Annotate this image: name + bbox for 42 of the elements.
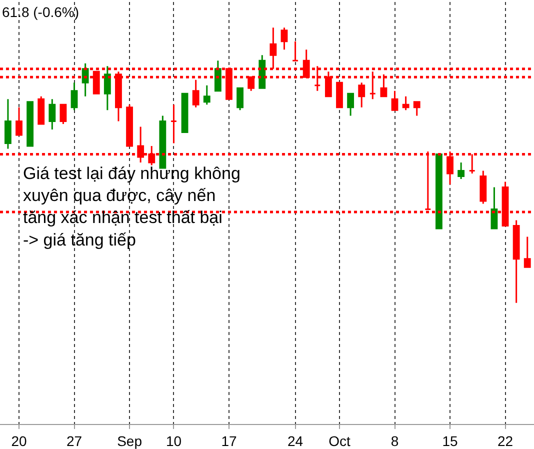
candlestick (70, 82, 78, 111)
candlestick (347, 92, 354, 116)
x-tick-label: 10 (166, 432, 182, 449)
candlestick (336, 82, 343, 108)
candlestick (490, 186, 498, 230)
candlestick (258, 54, 266, 89)
candlestick (126, 104, 133, 147)
x-tick-label: 27 (66, 432, 82, 449)
candlestick (214, 60, 222, 92)
candlestick (16, 106, 22, 136)
candlestick (170, 104, 178, 144)
candlestick (48, 98, 56, 130)
x-tick-label: Sep (117, 432, 142, 449)
x-tick-label: 17 (221, 432, 237, 449)
candlestick (4, 98, 12, 150)
candlestick (236, 87, 244, 111)
candlestick (192, 79, 200, 108)
annotation: Giá test lại đáy nhưng không xuyên qua được, cây nến tăng xác nhận test thất bại -> giá tăng tiếp (23, 164, 240, 250)
candlestick (358, 82, 366, 108)
candlestick (280, 26, 288, 50)
candlestick (292, 40, 299, 62)
candlestick (413, 101, 420, 116)
candlestick (512, 220, 520, 304)
candlestick (26, 101, 34, 147)
candlestick (203, 84, 210, 106)
candlestick (181, 92, 188, 133)
candlestick (402, 96, 410, 111)
candlestick (436, 153, 442, 230)
candlestick (480, 170, 487, 205)
x-tick-label: Oct (328, 432, 350, 449)
candlestick (524, 236, 531, 268)
x-tick-label: 8 (390, 432, 399, 449)
candlestick (391, 90, 398, 111)
x-tick-label: 22 (497, 432, 514, 449)
candlestick (38, 96, 45, 125)
candlestick (104, 65, 111, 111)
candlestick (458, 162, 465, 180)
text: 61.8 (-0.6%) (2, 4, 80, 20)
candlestick (60, 104, 67, 125)
x-tick-label: 20 (11, 432, 28, 449)
x-tick-label: 15 (442, 432, 458, 449)
x-tick-label: 24 (288, 432, 304, 449)
